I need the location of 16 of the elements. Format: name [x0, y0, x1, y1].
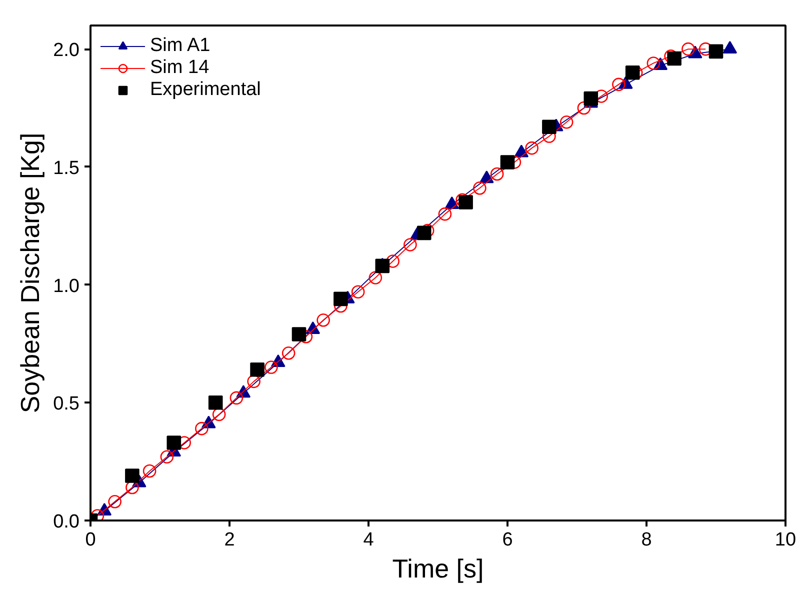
x-tick-label: 10: [774, 530, 796, 550]
legend-label: Sim 14: [150, 57, 210, 79]
y-tick-label: 0.0: [53, 512, 80, 532]
y-axis-title: Soybean Discharge [Kg]: [15, 132, 46, 414]
y-tick-label: 1.5: [53, 158, 80, 179]
x-tick-label: 8: [641, 530, 652, 550]
x-tick-label: 0: [85, 530, 96, 550]
y-tick-label: 0.5: [53, 394, 80, 415]
x-tick-label: 2: [224, 530, 235, 550]
x-tick-label: 4: [363, 530, 374, 550]
y-tick-label: 1.0: [53, 276, 80, 297]
y-tick-label: 2.0: [53, 40, 80, 62]
legend-label: Sim A1: [150, 35, 210, 57]
x-axis-title: Time [s]: [392, 554, 484, 584]
x-tick-label: 6: [502, 530, 513, 550]
legend-label: Experimental: [150, 79, 261, 101]
